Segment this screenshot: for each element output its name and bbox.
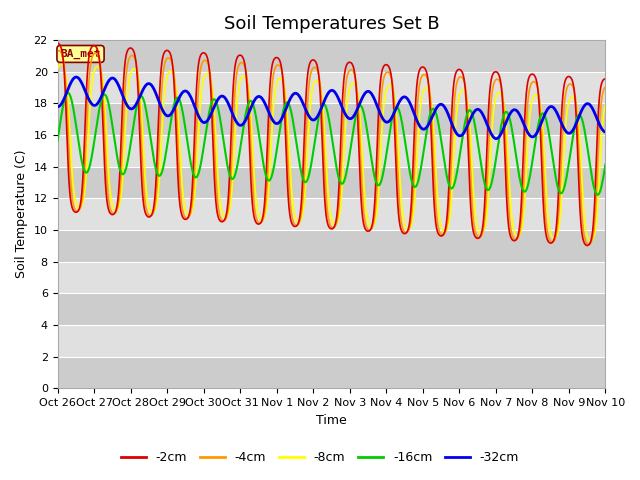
Bar: [58, 262, 605, 293]
Y-axis label: Soil Temperature (C): Soil Temperature (C): [15, 150, 28, 278]
Bar: [58, 293, 605, 325]
Text: BA_met: BA_met: [60, 49, 100, 59]
Title: Soil Temperatures Set B: Soil Temperatures Set B: [223, 15, 439, 33]
Bar: [58, 167, 605, 198]
Bar: [58, 198, 605, 230]
Bar: [58, 325, 605, 357]
Bar: [58, 357, 605, 388]
X-axis label: Time: Time: [316, 414, 347, 427]
Bar: [58, 72, 605, 103]
Bar: [58, 230, 605, 262]
Bar: [58, 135, 605, 167]
Bar: [58, 103, 605, 135]
Legend: -2cm, -4cm, -8cm, -16cm, -32cm: -2cm, -4cm, -8cm, -16cm, -32cm: [116, 446, 524, 469]
Bar: [58, 40, 605, 72]
